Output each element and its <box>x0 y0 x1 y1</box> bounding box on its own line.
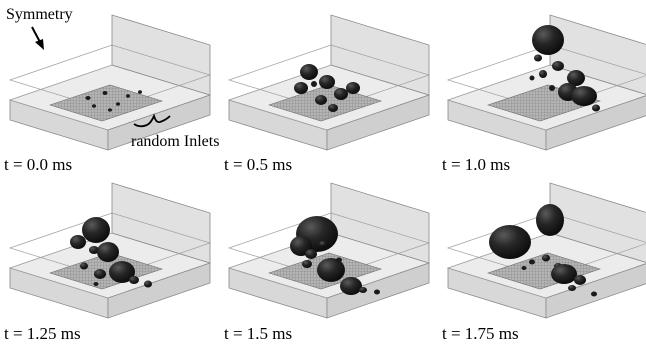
bubble <box>315 95 327 105</box>
bubble <box>302 260 312 268</box>
bubble <box>534 54 542 62</box>
bubble <box>336 257 342 263</box>
time-label-6: t = 1.75 ms <box>442 324 519 343</box>
bubble <box>116 102 120 106</box>
bubble <box>328 104 338 112</box>
random-inlets-label: random Inlets <box>131 133 219 150</box>
time-label-2: t = 0.5 ms <box>224 155 292 174</box>
bubble <box>126 94 130 98</box>
bubble <box>592 104 600 112</box>
panel-3 <box>447 14 646 151</box>
bubble <box>70 235 86 249</box>
arrowhead-icon <box>35 39 44 50</box>
bubble <box>93 282 99 286</box>
bubble <box>359 287 367 293</box>
bubble <box>532 25 564 55</box>
bubble <box>539 70 547 78</box>
bubble <box>549 85 555 91</box>
bubble <box>529 259 535 265</box>
domain-box <box>447 182 646 319</box>
bubble <box>340 277 362 295</box>
panel-1 <box>9 14 211 151</box>
bubble <box>529 75 535 81</box>
bubble <box>305 249 317 259</box>
bubble <box>102 91 108 95</box>
bubble <box>551 264 577 284</box>
panel-grid: t = 0.0 ms t = 0.5 ms t = 1.0 ms t = 1.25 m… <box>4 14 646 343</box>
bubble <box>574 275 586 285</box>
bubble <box>552 61 564 71</box>
bubble <box>542 254 550 262</box>
bubble <box>346 82 360 94</box>
time-label-3: t = 1.0 ms <box>442 155 510 174</box>
bubble <box>334 88 348 100</box>
bubble <box>489 225 531 259</box>
bubble <box>536 204 564 236</box>
bubble <box>97 242 119 262</box>
bubble <box>80 262 88 270</box>
time-label-5: t = 1.5 ms <box>224 324 292 343</box>
bubble <box>521 266 527 270</box>
panel-4 <box>9 182 211 319</box>
panel-5 <box>228 182 430 319</box>
bubble <box>129 276 139 284</box>
bubble <box>571 86 597 106</box>
bubble <box>144 280 152 288</box>
bubble <box>374 289 380 295</box>
bubble <box>317 258 345 282</box>
bubble <box>591 291 597 297</box>
domain-box <box>228 182 430 319</box>
bubble <box>138 90 142 94</box>
time-label-1: t = 0.0 ms <box>4 155 72 174</box>
bubble <box>85 96 91 100</box>
bubble <box>568 285 576 291</box>
bubble <box>94 269 106 279</box>
bubble <box>108 108 112 112</box>
panel-6 <box>447 182 646 319</box>
bubble <box>82 217 110 243</box>
bubble <box>89 246 99 254</box>
time-label-4: t = 1.25 ms <box>4 324 81 343</box>
bubble <box>109 261 135 283</box>
annotations: Symmetry random Inlets <box>6 6 219 150</box>
domain-box <box>9 14 211 151</box>
bubble <box>567 70 585 86</box>
bubble <box>319 241 327 247</box>
bubble <box>319 75 335 89</box>
bubble <box>311 81 317 87</box>
panel-2 <box>228 14 430 151</box>
bubble <box>300 64 318 80</box>
inlet-brace-icon <box>133 113 171 128</box>
symmetry-label: Symmetry <box>6 6 73 23</box>
bubble <box>92 104 96 108</box>
bubble <box>294 82 308 94</box>
